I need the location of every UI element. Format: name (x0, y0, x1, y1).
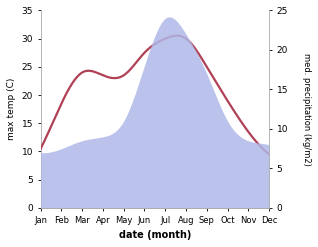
X-axis label: date (month): date (month) (119, 230, 191, 240)
Y-axis label: max temp (C): max temp (C) (7, 78, 16, 140)
Y-axis label: med. precipitation (kg/m2): med. precipitation (kg/m2) (302, 53, 311, 165)
